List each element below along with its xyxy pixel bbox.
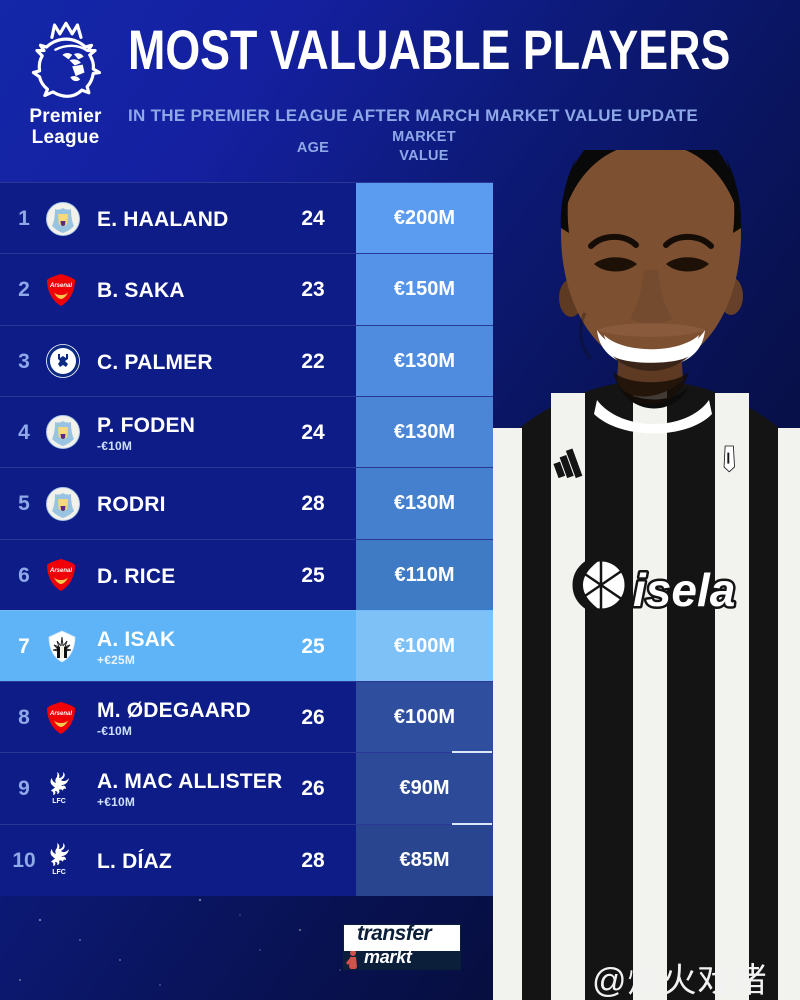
svg-text:Arsenal: Arsenal xyxy=(49,568,72,574)
svg-text:LFC: LFC xyxy=(52,869,66,876)
svg-text:Arsenal: Arsenal xyxy=(49,283,72,289)
svg-text:LFC: LFC xyxy=(52,798,66,805)
svg-text:isela: isela xyxy=(633,564,735,616)
svg-text:Arsenal: Arsenal xyxy=(49,711,72,717)
